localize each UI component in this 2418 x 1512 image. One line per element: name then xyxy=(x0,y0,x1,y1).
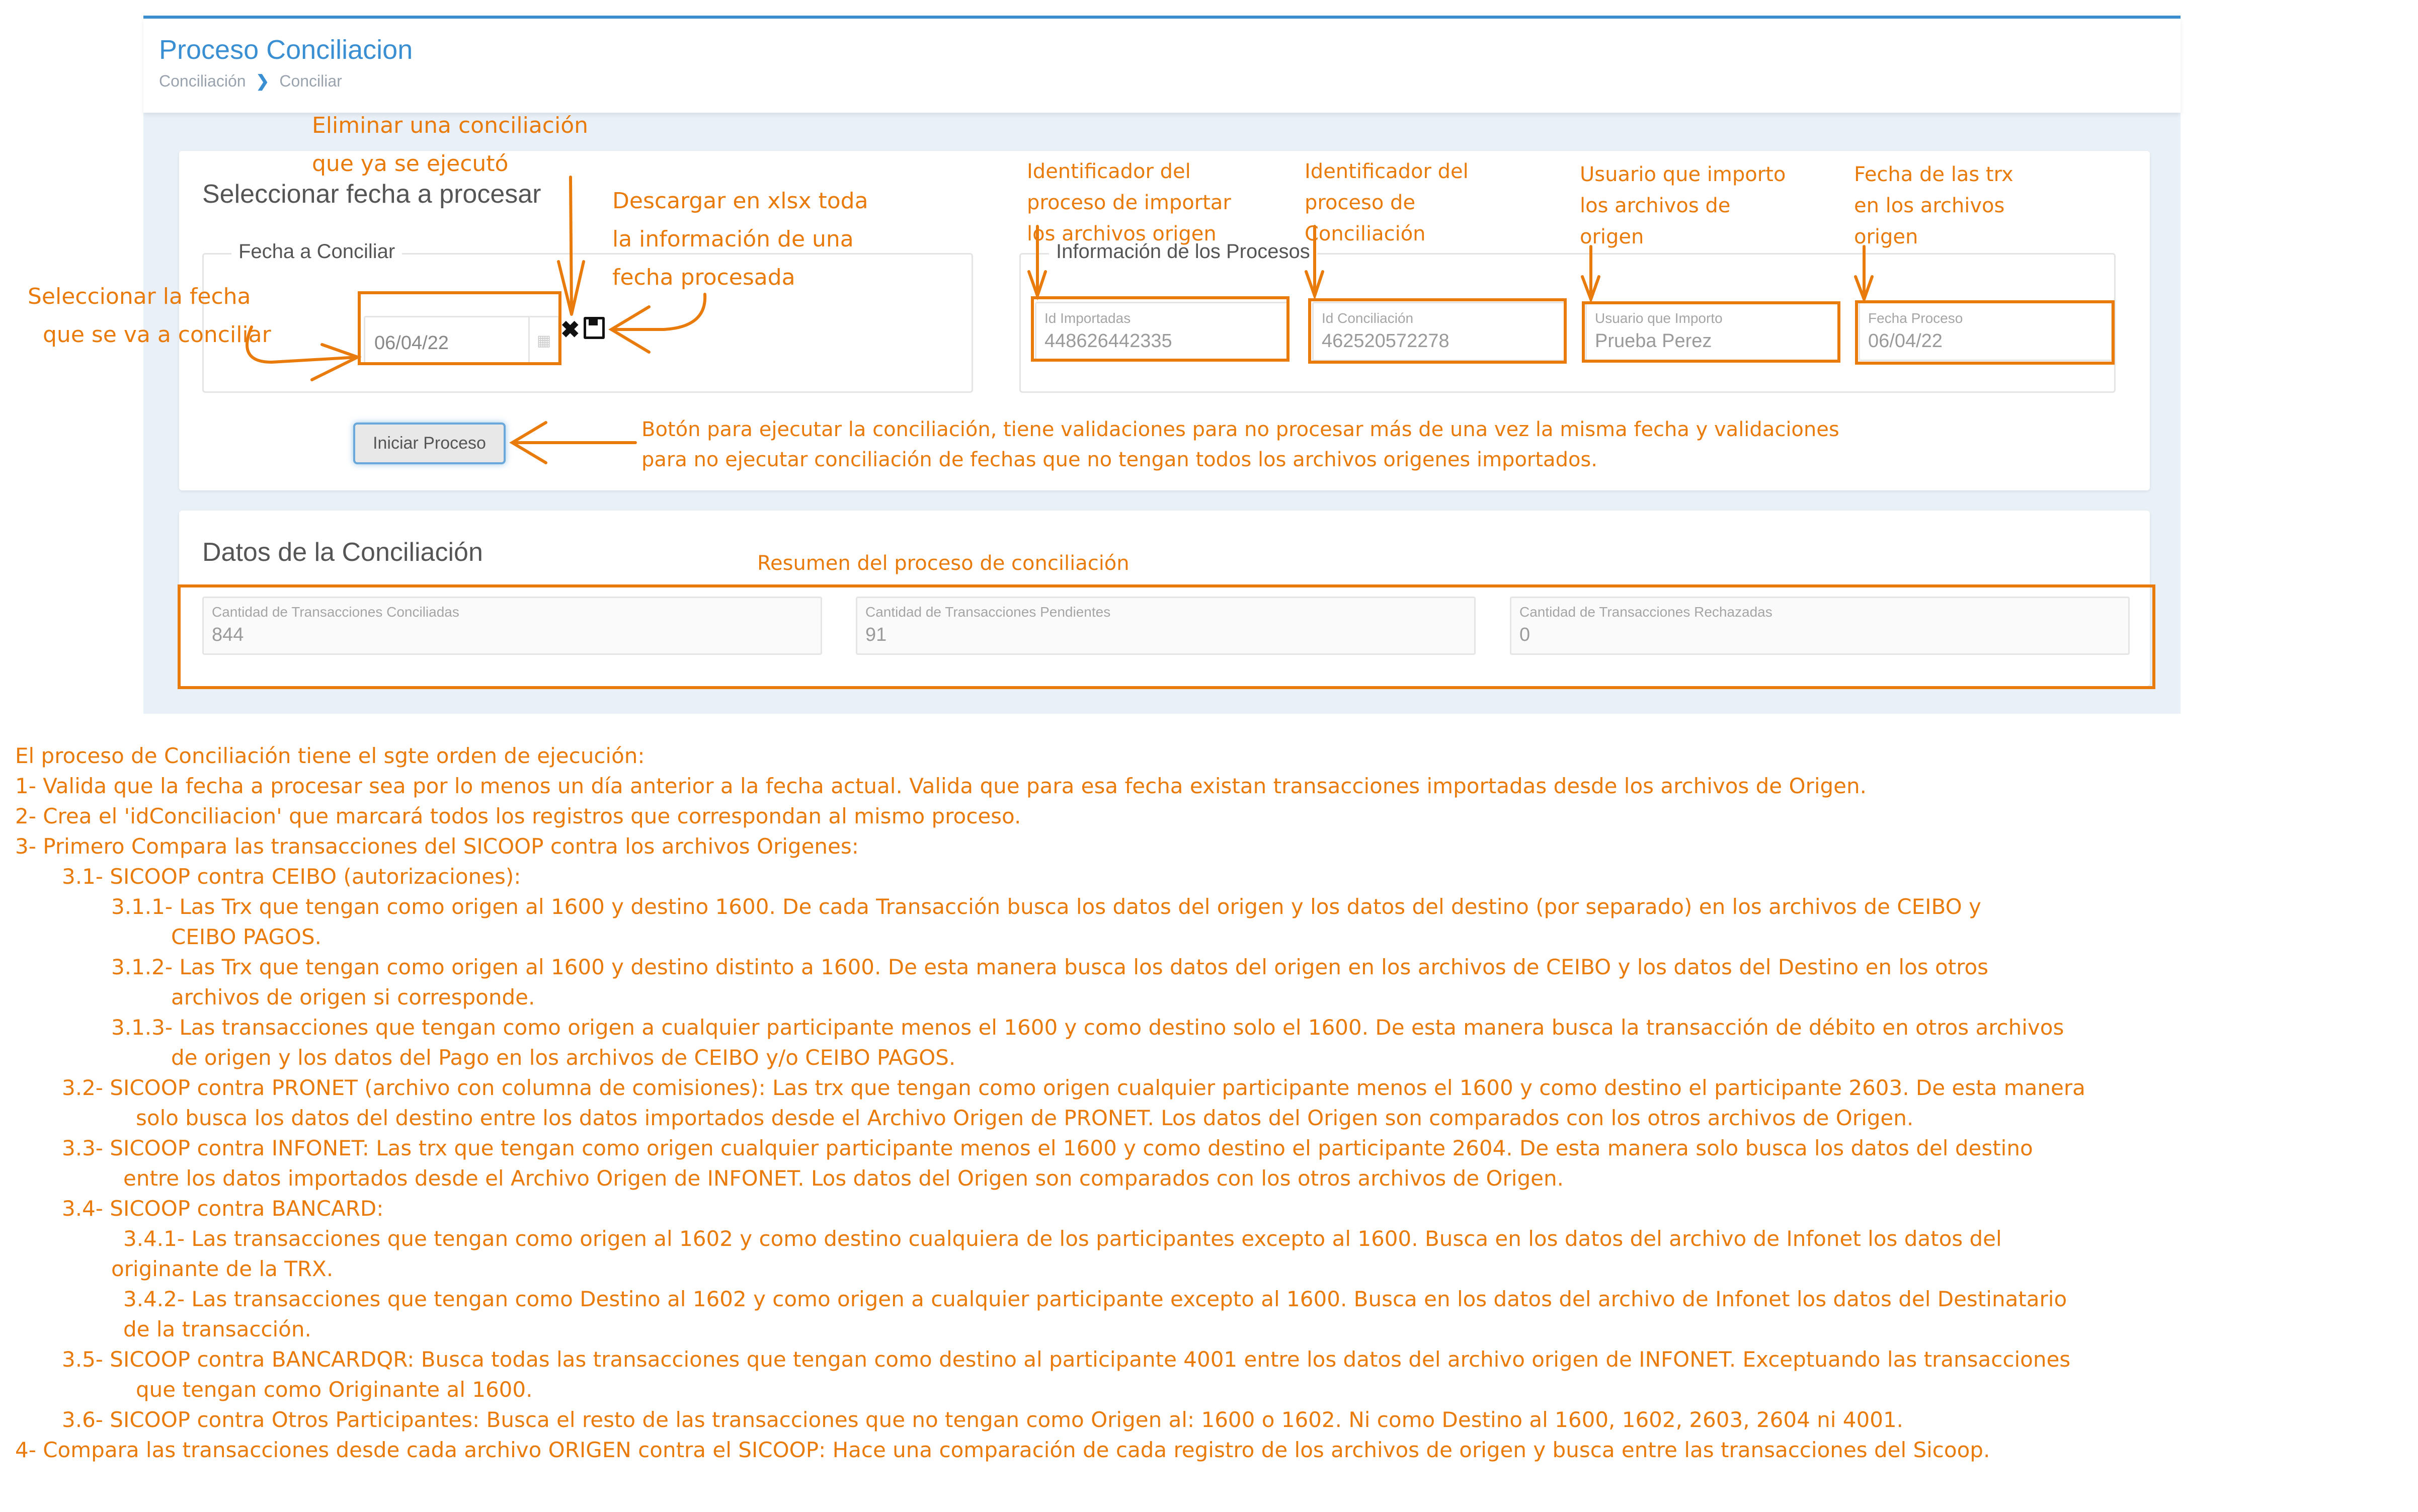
field-value: 462520572278 xyxy=(1322,330,1449,352)
field-label: Fecha Proceso xyxy=(1868,310,1963,326)
fecha-legend: Fecha a Conciliar xyxy=(231,240,402,263)
annotation-boton: Botón para ejecutar la conciliación, tie… xyxy=(641,418,1839,471)
id-importadas-highlight-box xyxy=(1031,296,1289,362)
conciliadas-field: Cantidad de Transacciones Conciliadas 84… xyxy=(202,597,822,655)
note-line: 2- Crea el 'idConciliacion' que marcará … xyxy=(15,804,1021,828)
note-line: archivos de origen si corresponde. xyxy=(171,985,535,1010)
field-value: 06/04/22 xyxy=(1868,330,1943,352)
field-label: Cantidad de Transacciones Pendientes xyxy=(865,604,1111,620)
field-label: Cantidad de Transacciones Conciliadas xyxy=(212,604,459,620)
breadcrumb-conciliar: Conciliar xyxy=(279,72,342,90)
id-conciliacion-field: Id Conciliación 462520572278 xyxy=(1312,302,1566,361)
rechazadas-field: Cantidad de Transacciones Rechazadas 0 xyxy=(1510,597,2130,655)
note-line: entre los datos importados desde el Arch… xyxy=(123,1166,1564,1191)
page-header xyxy=(143,19,2181,113)
arrow-id-conciliacion xyxy=(1305,225,1324,301)
field-value: Prueba Perez xyxy=(1595,330,1712,352)
note-line: 3.1.1- Las Trx que tengan como origen al… xyxy=(111,894,1981,919)
annotation-usuario: Usuario que importo los archivos de origen xyxy=(1580,163,1786,248)
info-fieldset xyxy=(1019,253,2116,393)
note-line: CEIBO PAGOS. xyxy=(171,925,321,949)
note-line: 4- Compara las transacciones desde cada … xyxy=(15,1438,1990,1462)
summary-title: Datos de la Conciliación xyxy=(202,538,483,567)
arrow-descargar xyxy=(608,293,707,354)
date-input-value: 06/04/22 xyxy=(374,332,449,354)
page-title: Proceso Conciliacion xyxy=(159,35,413,65)
fecha-fieldset xyxy=(202,253,973,393)
chevron-right-icon: ❯ xyxy=(256,72,270,90)
annotation-eliminar: Eliminar una conciliación que ya se ejecu… xyxy=(312,113,589,177)
annotation-descargar: Descargar en xlsx toda la información de … xyxy=(612,188,868,290)
annotation-seleccionar: Seleccionar la fecha que se va a concilia… xyxy=(28,284,271,348)
x-icon[interactable]: ✖ xyxy=(560,316,580,343)
annotation-id-conciliacion: Identificador del proceso de Conciliación xyxy=(1305,160,1469,245)
arrow-id-importadas xyxy=(1027,225,1047,301)
usuario-highlight-box xyxy=(1582,301,1840,363)
date-highlight-box xyxy=(358,291,561,365)
field-label: Id Conciliación xyxy=(1322,310,1414,326)
annotation-fecha: Fecha de las trx en los archivos origen xyxy=(1854,163,2013,248)
field-value: 844 xyxy=(212,624,244,645)
note-line: 3.4.1- Las transacciones que tengan como… xyxy=(123,1226,2002,1251)
annotation-id-importadas: Identificador del proceso de importar los … xyxy=(1027,160,1231,245)
note-line: originante de la TRX. xyxy=(111,1256,334,1281)
date-input[interactable]: 06/04/22 ▦ xyxy=(364,316,559,365)
field-value: 448626442335 xyxy=(1044,330,1172,352)
note-line: 3.4- SICOOP contra BANCARD: xyxy=(62,1196,384,1221)
field-value: 91 xyxy=(865,624,887,645)
select-date-title: Seleccionar fecha a procesar xyxy=(202,180,541,209)
note-line: 3.5- SICOOP contra BANCARDQR: Busca toda… xyxy=(62,1347,2071,1372)
note-line: 3.3- SICOOP contra INFONET: Las trx que … xyxy=(62,1136,2033,1160)
note-line: 3.1- SICOOP contra CEIBO (autorizaciones… xyxy=(62,864,521,889)
note-line: 3.1.2- Las Trx que tengan como origen al… xyxy=(111,955,1989,979)
pendientes-field: Cantidad de Transacciones Pendientes 91 xyxy=(856,597,1476,655)
floppy-disk-icon[interactable] xyxy=(584,317,605,339)
note-line: 3- Primero Compara las transacciones del… xyxy=(15,834,859,859)
note-line: que tengan como Originante al 1600. xyxy=(136,1377,533,1402)
id-conciliacion-highlight-box xyxy=(1308,298,1567,364)
note-line: 3.6- SICOOP contra Otros Participantes: … xyxy=(62,1407,1904,1432)
arrow-fecha xyxy=(1854,245,1874,304)
note-line: El proceso de Conciliación tiene el sgte… xyxy=(15,743,645,768)
field-value: 0 xyxy=(1519,624,1530,645)
breadcrumb: Conciliación ❯ Conciliar xyxy=(159,71,342,91)
field-label: Id Importadas xyxy=(1044,310,1131,326)
note-line: 1- Valida que la fecha a procesar sea po… xyxy=(15,774,1867,798)
note-line: 3.1.3- Las transacciones que tengan como… xyxy=(111,1015,2064,1040)
info-legend: Información de los Procesos xyxy=(1049,240,1317,263)
breadcrumb-conciliacion[interactable]: Conciliación xyxy=(159,72,246,90)
arrow-boton xyxy=(509,421,637,464)
usuario-field: Usuario que Importo Prueba Perez xyxy=(1585,302,1839,361)
field-label: Cantidad de Transacciones Rechazadas xyxy=(1519,604,1772,620)
arrow-usuario xyxy=(1581,245,1600,304)
note-line: 3.4.2- Las transacciones que tengan como… xyxy=(123,1287,2067,1311)
id-importadas-field: Id Importadas 448626442335 xyxy=(1035,302,1289,361)
note-line: solo busca los datos del destino entre l… xyxy=(136,1106,1914,1130)
note-line: de la transacción. xyxy=(123,1317,311,1341)
annotation-resumen: Resumen del proceso de conciliación xyxy=(757,552,1130,575)
field-label: Usuario que Importo xyxy=(1595,310,1723,326)
calendar-icon[interactable]: ▦ xyxy=(528,317,558,364)
summary-highlight-box xyxy=(178,584,2155,689)
arrow-eliminar xyxy=(557,176,585,316)
iniciar-proceso-button[interactable]: Iniciar Proceso xyxy=(353,423,506,464)
note-line: de origen y los datos del Pago en los ar… xyxy=(171,1045,956,1070)
note-line: 3.2- SICOOP contra PRONET (archivo con c… xyxy=(62,1075,2085,1100)
arrow-seleccionar xyxy=(246,325,362,381)
fecha-highlight-box xyxy=(1855,300,2115,365)
